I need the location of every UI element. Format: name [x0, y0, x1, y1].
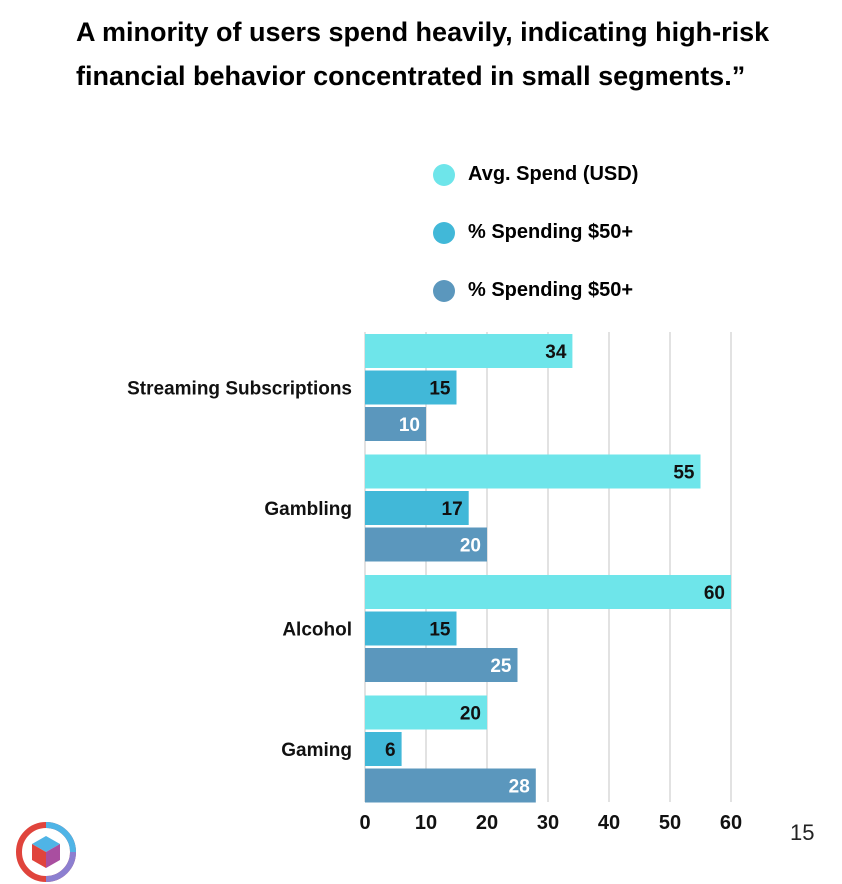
x-tick-label: 20: [476, 812, 498, 834]
title-line-1: A minority of users spend heavily, indic…: [76, 17, 770, 47]
category-label: Streaming Subscriptions: [127, 379, 352, 400]
page-number: 15: [790, 820, 815, 845]
bar-2-0: [365, 575, 731, 609]
bar-0-2: [365, 407, 426, 441]
legend-swatch-spending-50-b: [433, 280, 455, 302]
data-label-2-2: 25: [490, 656, 512, 677]
data-label-1-2: 20: [460, 536, 481, 557]
cube-logo-icon: [16, 822, 76, 882]
slide-title: A minority of users spend heavily, indic…: [76, 10, 816, 98]
legend-label-spending-50-a: % Spending $50+: [468, 221, 634, 243]
x-tick-label: 30: [537, 812, 559, 834]
bar-1-0: [365, 454, 701, 489]
x-tick-label: 40: [598, 812, 620, 834]
bar-0-1: [365, 370, 457, 405]
category-label: Gambling: [264, 499, 352, 520]
data-label-2-0: 60: [704, 583, 725, 604]
data-label-0-0: 34: [545, 342, 567, 363]
data-label-1-0: 55: [673, 463, 695, 484]
data-label-3-0: 20: [460, 704, 481, 725]
bar-0-0: [365, 334, 573, 368]
bar-1-2: [365, 527, 487, 562]
x-tick-label: 60: [720, 812, 742, 834]
legend-item-avg-spend: Avg. Spend (USD): [433, 160, 733, 190]
bar-3-2: [365, 768, 536, 803]
bar-2-1: [365, 611, 457, 646]
bar-1-1: [365, 491, 469, 525]
category-label: Alcohol: [282, 620, 352, 641]
data-label-1-1: 17: [442, 499, 463, 520]
legend-item-spending-50-a: % Spending $50+: [433, 218, 733, 248]
legend-label-avg-spend: Avg. Spend (USD): [468, 163, 639, 185]
data-label-3-1: 6: [385, 740, 396, 761]
x-tick-label: 0: [359, 812, 370, 834]
legend-swatch-spending-50-a: [433, 222, 455, 244]
bar-3-0: [365, 695, 487, 730]
x-tick-label: 50: [659, 812, 681, 834]
data-label-0-1: 15: [429, 379, 451, 400]
legend-item-spending-50-b: % Spending $50+: [433, 276, 733, 306]
bar-2-2: [365, 648, 518, 682]
title-line-2: financial behavior concentrated in small…: [76, 61, 746, 91]
legend-swatch-avg-spend: [433, 164, 455, 186]
x-tick-label: 10: [415, 812, 437, 834]
category-label: Gaming: [281, 740, 352, 761]
data-label-2-1: 15: [429, 620, 451, 641]
legend-label-spending-50-b: % Spending $50+: [468, 279, 634, 301]
bar-3-1: [365, 732, 402, 766]
data-label-3-2: 28: [509, 777, 530, 798]
data-label-0-2: 10: [399, 415, 420, 436]
